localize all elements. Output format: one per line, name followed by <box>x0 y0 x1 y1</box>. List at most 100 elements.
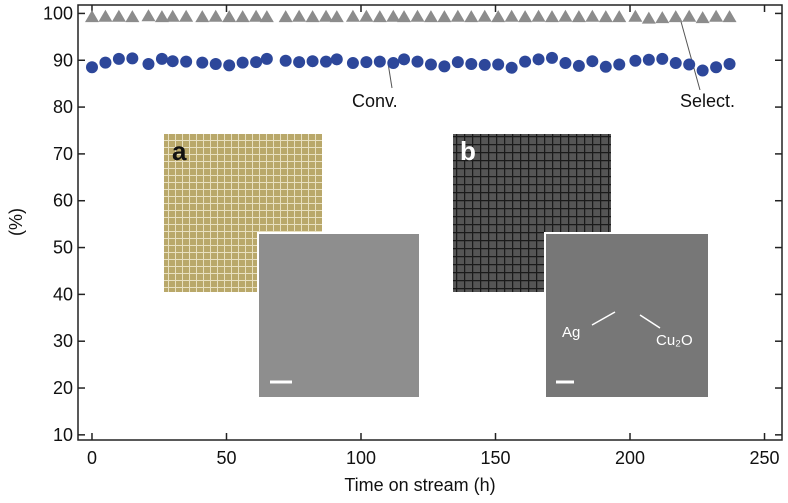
circle-point <box>642 53 655 66</box>
circle-point <box>250 56 263 69</box>
triangle-point <box>450 9 465 22</box>
circle-point <box>142 57 155 70</box>
x-tick-label: 150 <box>480 448 510 468</box>
y-tick-label: 40 <box>53 284 73 304</box>
triangle-point <box>423 10 438 23</box>
triangle-point <box>98 9 113 22</box>
circle-point <box>223 59 236 72</box>
circle-point <box>613 58 626 71</box>
circle-point <box>373 55 386 68</box>
y-tick-label: 90 <box>53 50 73 70</box>
series-label: Conv. <box>352 91 398 111</box>
triangle-point <box>612 10 627 23</box>
y-tick-label: 80 <box>53 97 73 117</box>
circle-point <box>465 57 478 70</box>
y-tick-label: 20 <box>53 378 73 398</box>
triangle-point <box>641 11 656 24</box>
circle-point <box>196 56 209 69</box>
circle-point <box>599 60 612 73</box>
annotation: Cu₂O <box>656 332 693 349</box>
inset-a <box>162 132 421 399</box>
triangle-point <box>372 10 387 23</box>
circle-point <box>387 57 400 70</box>
x-tick-label: 100 <box>346 448 376 468</box>
y-tick-label: 100 <box>43 3 73 23</box>
inset-label: b <box>460 136 476 166</box>
plot-frame <box>77 4 783 441</box>
triangle-point <box>571 10 586 23</box>
circle-point <box>320 55 333 68</box>
leader-line <box>387 62 393 89</box>
triangle-point <box>165 9 180 22</box>
circle-point <box>451 56 464 69</box>
triangle-point <box>208 9 223 22</box>
circle-point <box>545 51 558 64</box>
triangle-point <box>179 9 194 22</box>
triangle-point <box>668 10 683 23</box>
circle-point <box>126 52 139 65</box>
triangle-point <box>195 10 210 23</box>
circle-point <box>180 55 193 68</box>
triangle-point <box>111 9 126 22</box>
y-tick-label: 30 <box>53 331 73 351</box>
circle-point <box>236 56 249 69</box>
triangle-point <box>464 10 479 23</box>
triangle-point <box>319 9 334 22</box>
triangle-point <box>585 9 600 22</box>
triangle-point <box>598 10 613 23</box>
circle-point <box>260 52 273 65</box>
annotation: Ag <box>562 324 580 341</box>
circle-point <box>166 55 179 68</box>
triangle-point <box>154 10 169 23</box>
inset-label: a <box>172 136 187 166</box>
circle-point <box>492 58 505 71</box>
circle-point <box>112 52 125 65</box>
x-axis-label: Time on stream (h) <box>344 475 495 495</box>
triangle-point <box>544 10 559 23</box>
x-tick-label: 0 <box>87 448 97 468</box>
leader-line <box>679 17 701 91</box>
circle-point <box>209 57 222 70</box>
circle-point <box>330 53 343 66</box>
circle-point <box>696 64 709 77</box>
y-tick-label: 10 <box>53 425 73 445</box>
triangle-point <box>345 9 360 22</box>
triangle-point <box>709 9 724 22</box>
circle-point <box>424 58 437 71</box>
triangle-point <box>386 9 401 22</box>
circle-point <box>669 57 682 70</box>
triangle-point <box>491 10 506 23</box>
circle-point <box>656 52 669 65</box>
triangle-point <box>682 9 697 22</box>
y-axis-label: (%) <box>6 208 26 236</box>
circle-point <box>306 55 319 68</box>
circle-point <box>398 53 411 66</box>
x-tick-label: 50 <box>216 448 236 468</box>
triangle-point <box>628 9 643 22</box>
circle-point <box>559 57 572 70</box>
pointer <box>639 314 661 329</box>
triangle-point <box>558 9 573 22</box>
triangle-point <box>531 9 546 22</box>
series-label: Select. <box>680 91 735 111</box>
sem-image <box>257 232 421 399</box>
circle-point <box>478 58 491 71</box>
circle-point <box>586 55 599 68</box>
sem-image <box>544 232 710 399</box>
circle-point <box>346 57 359 70</box>
triangle-point <box>278 10 293 23</box>
circle-point <box>572 59 585 72</box>
triangle-point <box>259 10 274 23</box>
circle-point <box>279 54 292 67</box>
x-tick-label: 250 <box>749 448 779 468</box>
circle-point <box>629 54 642 67</box>
triangle-point <box>235 10 250 23</box>
y-tick-label: 70 <box>53 144 73 164</box>
triangle-point <box>141 9 156 22</box>
triangle-point <box>329 10 344 23</box>
circle-point <box>438 60 451 73</box>
x-tick-label: 200 <box>615 448 645 468</box>
triangle-point <box>437 10 452 23</box>
triangle-point <box>504 9 519 22</box>
pointer <box>591 311 616 326</box>
